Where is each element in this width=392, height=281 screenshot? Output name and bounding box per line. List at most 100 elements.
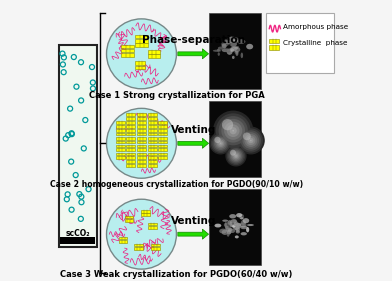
Ellipse shape [230,47,233,50]
Ellipse shape [225,226,229,230]
Bar [116,129,125,132]
Bar [125,216,133,218]
Circle shape [107,19,176,89]
Circle shape [244,134,257,147]
Ellipse shape [217,49,220,51]
Bar [126,133,135,135]
Circle shape [239,128,263,153]
Circle shape [250,140,252,141]
Bar [126,153,135,155]
Bar [158,148,167,151]
Ellipse shape [230,219,237,224]
Ellipse shape [246,227,249,232]
Ellipse shape [230,223,236,226]
Ellipse shape [218,52,220,56]
Circle shape [232,152,240,160]
Bar [116,137,125,140]
Bar [116,140,125,143]
Circle shape [228,148,244,164]
Bar [151,244,160,246]
Ellipse shape [232,225,235,228]
Ellipse shape [229,37,236,38]
Circle shape [213,111,253,151]
Ellipse shape [240,217,243,219]
Circle shape [217,139,224,147]
Circle shape [222,119,233,130]
Bar [126,140,135,143]
Ellipse shape [229,41,237,47]
Ellipse shape [235,227,240,232]
Ellipse shape [218,47,223,50]
Bar [122,53,134,56]
Text: Phase-separation: Phase-separation [142,35,245,46]
Ellipse shape [214,224,221,228]
Bar [126,113,135,116]
Ellipse shape [240,222,247,227]
Circle shape [211,133,230,153]
Bar [137,148,146,151]
Bar [148,121,156,124]
Ellipse shape [232,225,236,228]
Bar [148,160,156,163]
Bar [116,133,125,135]
Ellipse shape [228,38,232,40]
Ellipse shape [234,221,239,225]
Bar [148,50,160,54]
Ellipse shape [231,39,238,43]
Bar [135,65,145,69]
Text: Crystalline  phase: Crystalline phase [283,40,347,46]
Circle shape [219,116,248,145]
Ellipse shape [233,225,239,230]
Circle shape [216,113,250,148]
Bar [126,148,135,151]
Bar [126,164,135,167]
Text: Case 1 Strong crystallization for PGA: Case 1 Strong crystallization for PGA [89,91,264,100]
Circle shape [220,142,221,144]
Ellipse shape [240,226,247,229]
Ellipse shape [227,232,230,237]
Ellipse shape [222,219,228,222]
Text: Amorphous phase: Amorphous phase [283,24,348,30]
Ellipse shape [236,213,242,217]
Bar [125,219,133,222]
Bar [266,13,334,73]
Bar [158,140,167,143]
Bar [135,35,148,38]
Bar [126,145,135,148]
Ellipse shape [221,44,227,48]
Ellipse shape [222,48,229,52]
Bar [134,247,143,250]
Ellipse shape [213,50,221,52]
Ellipse shape [246,44,253,49]
Ellipse shape [233,224,240,229]
Ellipse shape [226,48,231,53]
Circle shape [241,130,261,151]
Circle shape [224,122,242,140]
Bar [148,55,160,58]
Bar [119,237,127,239]
Text: Case 2 homogeneous crystallization for PGDO(90/10 w/w): Case 2 homogeneous crystallization for P… [50,180,303,189]
Circle shape [221,119,245,142]
Circle shape [235,155,237,157]
Bar [137,113,146,116]
Bar [148,129,156,132]
Ellipse shape [241,220,246,225]
Bar [269,45,279,50]
Bar [116,153,125,155]
Ellipse shape [228,48,234,51]
Bar [209,13,261,89]
Circle shape [243,132,259,149]
Circle shape [215,138,226,149]
Bar [122,45,134,48]
Bar [126,121,135,124]
Bar [148,145,156,148]
Bar [126,160,135,163]
Circle shape [237,126,265,155]
Bar [158,133,167,135]
Circle shape [230,127,237,134]
Ellipse shape [221,42,229,46]
Ellipse shape [225,41,231,44]
Bar [142,210,150,213]
Bar [137,140,146,143]
Ellipse shape [241,53,243,58]
